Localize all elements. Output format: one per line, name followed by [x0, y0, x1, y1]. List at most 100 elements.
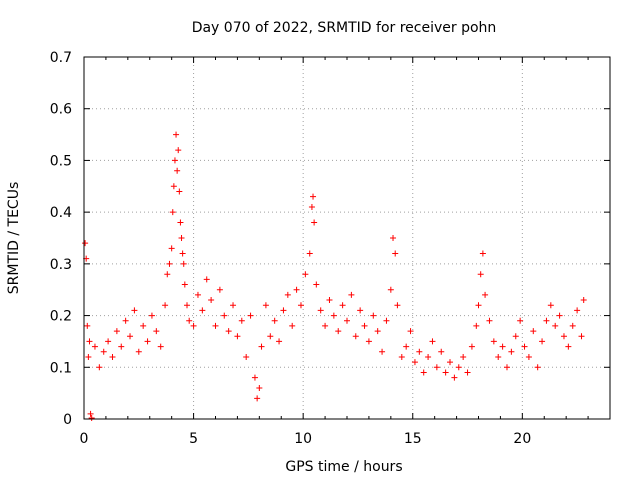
data-point	[148, 312, 155, 319]
data-point	[85, 353, 92, 360]
data-point	[479, 250, 486, 257]
data-point	[86, 338, 93, 345]
data-point	[247, 312, 254, 319]
data-point	[243, 353, 250, 360]
data-point	[313, 281, 320, 288]
data-point	[398, 353, 405, 360]
data-point	[394, 302, 401, 309]
data-point	[335, 328, 342, 335]
data-point	[164, 271, 171, 278]
chart-title: Day 070 of 2022, SRMTID for receiver poh…	[192, 20, 497, 36]
data-point	[330, 312, 337, 319]
data-point	[96, 364, 103, 371]
y-tick-label: 0.7	[50, 50, 72, 66]
data-point	[113, 328, 120, 335]
y-axis-label: SRMTID / TECUs	[6, 182, 22, 295]
data-point	[455, 364, 462, 371]
data-point	[565, 343, 572, 350]
data-point	[157, 343, 164, 350]
data-point	[580, 297, 587, 304]
data-point	[543, 317, 550, 324]
data-point	[276, 338, 283, 345]
data-point	[234, 333, 241, 340]
data-point	[475, 302, 482, 309]
data-point	[199, 307, 206, 314]
data-point	[530, 328, 537, 335]
data-point	[175, 147, 182, 154]
data-point	[238, 317, 245, 324]
data-point	[127, 333, 134, 340]
data-point	[88, 414, 95, 421]
data-point	[383, 317, 390, 324]
data-point	[451, 374, 458, 381]
data-point	[477, 271, 484, 278]
x-tick-label: 5	[189, 431, 198, 447]
data-point	[482, 291, 489, 298]
data-point	[499, 343, 506, 350]
data-point	[433, 364, 440, 371]
data-point	[178, 235, 185, 241]
data-point	[344, 317, 350, 324]
y-tick-label: 0.2	[50, 309, 72, 325]
data-point	[289, 322, 296, 329]
data-point	[539, 338, 546, 345]
data-point	[256, 384, 263, 391]
data-point	[302, 271, 309, 278]
data-point	[166, 260, 173, 267]
y-tick-label: 0	[63, 412, 72, 428]
data-point	[308, 203, 315, 210]
data-point	[168, 245, 175, 252]
ticks-layer: 0 0.1 0.2 0.3 0.4 0.5 0.6 0.7 0 5 10 15 20	[50, 50, 610, 447]
y-tick-label: 0.1	[50, 360, 72, 376]
data-point	[416, 348, 423, 355]
data-point	[352, 333, 359, 340]
data-point	[144, 338, 151, 345]
data-point	[534, 364, 541, 371]
data-point	[560, 333, 567, 340]
data-point	[179, 250, 186, 257]
data-point	[297, 302, 304, 309]
data-point	[547, 302, 554, 309]
data-point	[460, 353, 467, 360]
x-tick-label: 20	[513, 431, 531, 447]
data-point	[262, 302, 269, 309]
data-point	[174, 167, 181, 174]
data-point	[411, 359, 418, 366]
data-point	[212, 322, 219, 329]
y-tick-label: 0.6	[50, 102, 72, 118]
data-point	[365, 338, 372, 345]
data-point	[574, 307, 581, 314]
data-point	[208, 297, 215, 304]
data-point	[425, 353, 432, 360]
data-point	[190, 322, 197, 329]
data-point	[552, 322, 559, 329]
data-point	[293, 286, 300, 293]
data-point	[311, 219, 318, 226]
data-point	[280, 307, 287, 314]
data-point	[131, 307, 138, 314]
data-point	[100, 348, 107, 355]
data-point	[105, 338, 112, 345]
data-point	[517, 317, 524, 324]
data-point	[473, 322, 480, 329]
data-point	[221, 312, 228, 319]
data-point	[403, 343, 410, 350]
data-point	[326, 297, 333, 304]
data-point	[271, 317, 278, 324]
points-layer	[82, 131, 587, 421]
data-point	[317, 307, 324, 314]
data-point	[254, 395, 261, 402]
data-point	[442, 369, 449, 376]
x-axis-label: GPS time / hours	[285, 459, 402, 475]
data-point	[203, 276, 210, 283]
plot-frame	[83, 56, 611, 420]
data-point	[420, 369, 427, 376]
data-point	[361, 322, 368, 329]
data-point	[225, 328, 232, 335]
data-point	[379, 348, 386, 355]
data-point	[490, 338, 497, 345]
data-point	[180, 260, 187, 267]
data-point	[170, 183, 177, 190]
data-point	[82, 240, 89, 247]
